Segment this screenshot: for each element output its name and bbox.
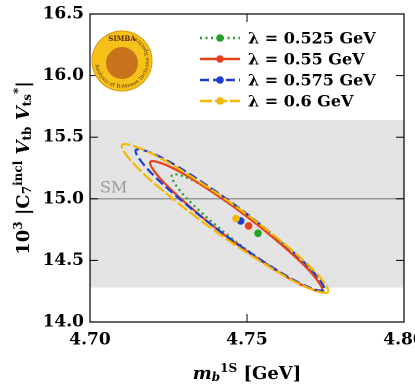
contour bbox=[134, 148, 326, 292]
y-axis-label: 103 |C7incl Vtb Vts*| bbox=[11, 81, 34, 255]
x-axis-label-part: m bbox=[193, 363, 212, 384]
legend-marker bbox=[216, 34, 224, 42]
legend-label: λ = 0.6 GeV bbox=[248, 92, 354, 111]
logo-face bbox=[106, 47, 138, 79]
band bbox=[90, 119, 404, 288]
y-axis-label-part: incl bbox=[11, 160, 25, 186]
y-tick-label: 16.5 bbox=[43, 4, 84, 24]
contour bbox=[120, 143, 330, 294]
x-axis-label-part: [GeV] bbox=[237, 363, 301, 384]
point bbox=[244, 222, 253, 230]
y-tick-label: 15.0 bbox=[43, 188, 85, 208]
y-axis-label-part: V bbox=[13, 138, 34, 160]
legend-label: λ = 0.55 GeV bbox=[248, 50, 365, 69]
y-axis-label-part: 3 bbox=[11, 221, 25, 229]
y-axis-label-part: 7 bbox=[20, 186, 34, 194]
point bbox=[254, 229, 262, 238]
point bbox=[232, 214, 240, 223]
legend-marker bbox=[216, 55, 224, 63]
x-tick-label: 4.80 bbox=[383, 330, 415, 350]
legend-marker bbox=[216, 76, 224, 84]
y-tick-label: 15.5 bbox=[43, 127, 84, 147]
x-tick-label: 4.75 bbox=[226, 330, 267, 350]
legend-label: λ = 0.525 GeV bbox=[248, 29, 376, 48]
y-axis-label-part: * bbox=[11, 87, 25, 94]
y-axis-label-part: tb bbox=[20, 127, 34, 141]
legend-marker bbox=[216, 97, 224, 105]
x-axis-label-part: b bbox=[212, 370, 220, 384]
reference-label: SM bbox=[100, 177, 127, 196]
legend-label: λ = 0.575 GeV bbox=[248, 71, 376, 90]
y-tick-label: 14.0 bbox=[43, 312, 85, 332]
x-tick-label: 4.70 bbox=[69, 330, 111, 350]
y-axis-label-part: V bbox=[13, 104, 34, 126]
logo-title: SIMBA bbox=[108, 34, 136, 43]
y-axis-label-part: 10 bbox=[13, 230, 34, 255]
y-tick-label: 16.0 bbox=[43, 65, 85, 85]
y-axis-label-part: ts bbox=[20, 94, 34, 107]
y-axis-label-part: |C bbox=[13, 194, 34, 221]
y-tick-label: 14.5 bbox=[43, 250, 84, 270]
y-axis-label-part: | bbox=[13, 81, 34, 88]
x-axis-label-part: 1S bbox=[220, 361, 237, 375]
x-axis-label: mb1S [GeV] bbox=[193, 361, 302, 384]
